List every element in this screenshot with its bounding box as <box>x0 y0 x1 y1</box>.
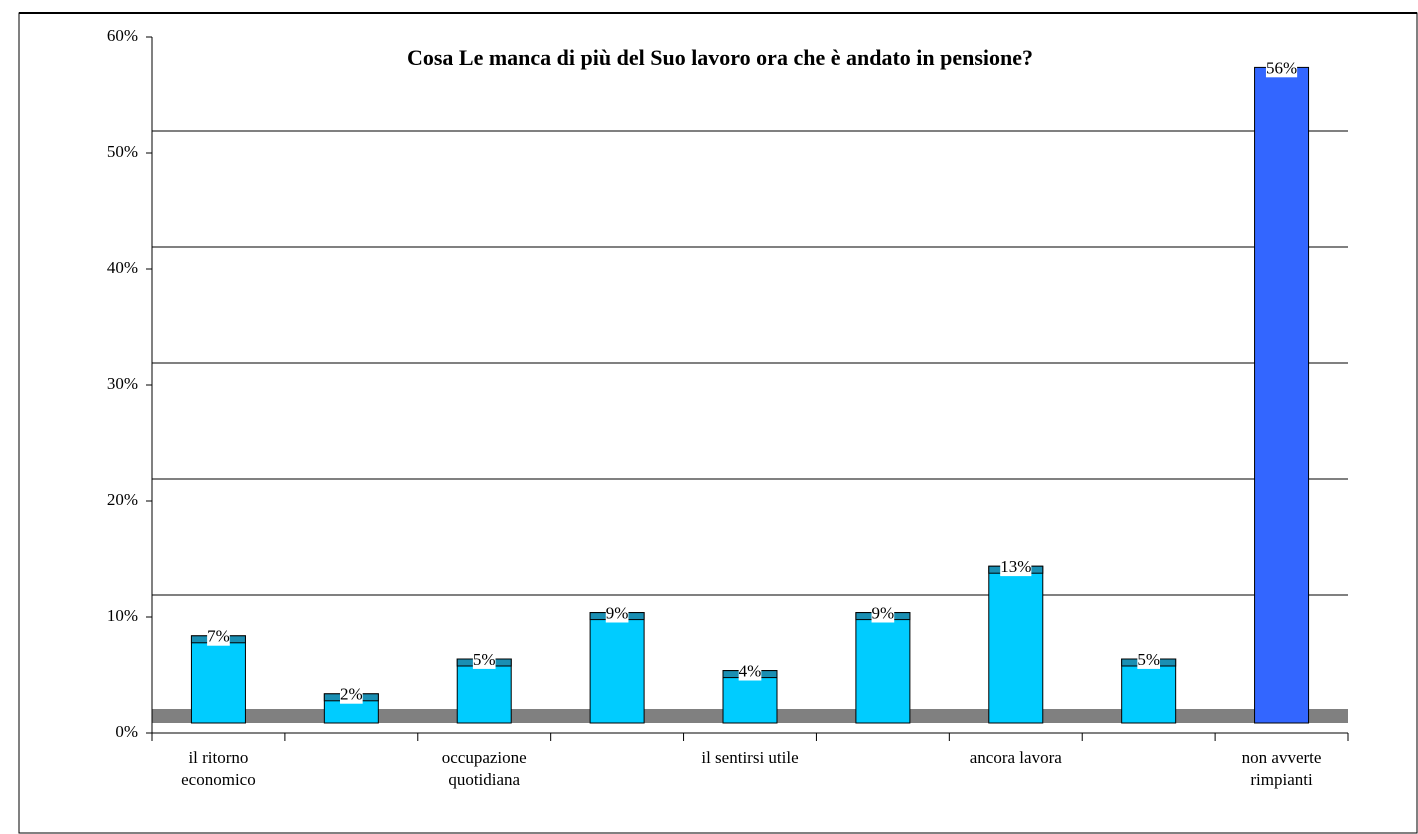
value-label-bg <box>1137 649 1161 669</box>
y-tick-label: 40% <box>107 258 138 277</box>
y-tick-label: 60% <box>107 26 138 45</box>
value-label-bg <box>605 603 629 623</box>
bar <box>1254 66 1310 724</box>
x-tick-label: occupazione quotidiana <box>441 748 527 789</box>
chart-title: Cosa Le manca di più del Suo lavoro ora … <box>407 45 1033 70</box>
value-label: 5% <box>473 650 496 669</box>
value-label: 9% <box>606 604 629 623</box>
value-label: 2% <box>340 685 363 704</box>
y-tick-label: 50% <box>107 142 138 161</box>
bar <box>456 658 512 724</box>
value-label-bg <box>339 684 363 704</box>
value-label: 13% <box>1000 557 1031 576</box>
value-label: 4% <box>739 662 762 681</box>
value-label-bg <box>738 661 762 681</box>
value-label-bg <box>1000 557 1032 577</box>
value-label-bg <box>472 649 496 669</box>
y-tick-label: 30% <box>107 374 138 393</box>
value-label: 7% <box>207 627 230 646</box>
value-label: 5% <box>1137 650 1160 669</box>
value-label-bg <box>207 626 230 646</box>
bar <box>988 565 1044 724</box>
value-label: 56% <box>1266 58 1297 77</box>
value-label-bg <box>1265 58 1298 78</box>
x-tick-label: non avverte rimpianti <box>1241 748 1322 789</box>
y-tick-label: 10% <box>107 606 138 625</box>
x-tick-label: ancora lavora <box>969 748 1062 767</box>
x-tick-label: il sentirsi utile <box>701 748 799 767</box>
y-tick-label: 20% <box>107 490 138 509</box>
bar <box>190 635 246 724</box>
grid <box>152 130 1348 596</box>
value-label-bg <box>871 603 895 623</box>
y-tick-label: 0% <box>115 722 138 741</box>
bar <box>855 612 911 724</box>
bar <box>589 612 645 724</box>
value-label: 9% <box>872 604 895 623</box>
x-tick-label: il ritorno economico <box>181 748 256 789</box>
